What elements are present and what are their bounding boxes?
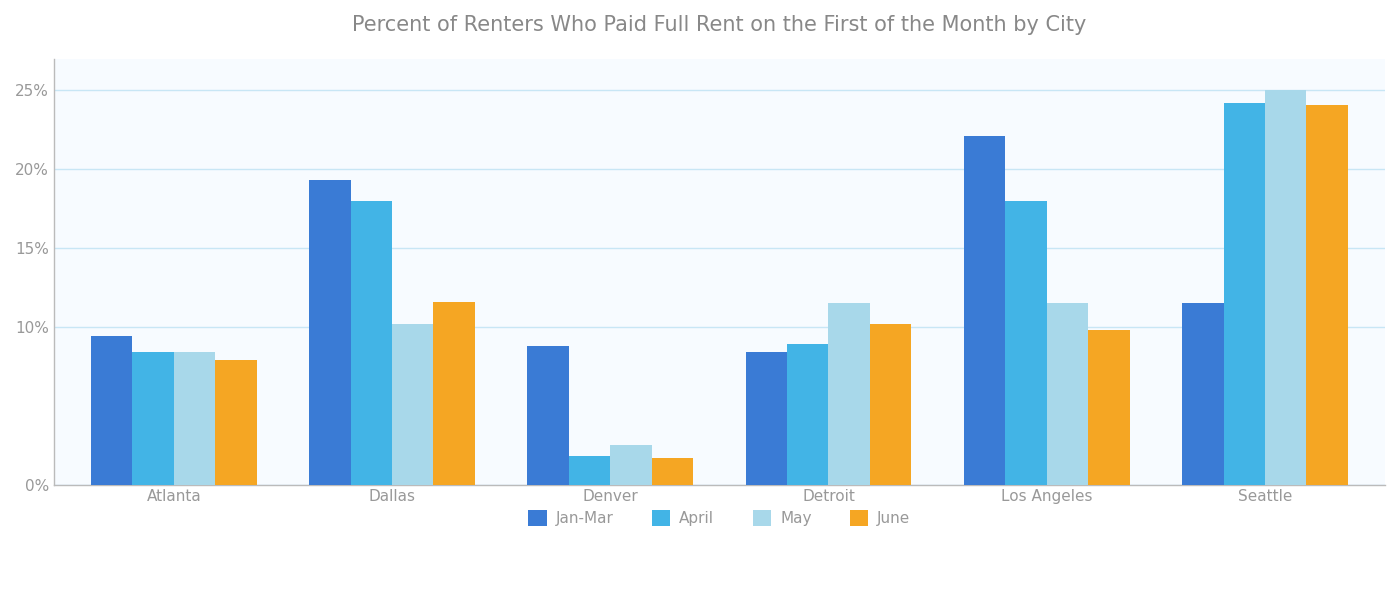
- Bar: [1306, 104, 1348, 485]
- Bar: [1224, 103, 1266, 485]
- Title: Percent of Renters Who Paid Full Rent on the First of the Month by City: Percent of Renters Who Paid Full Rent on…: [353, 15, 1086, 35]
- Bar: [1005, 201, 1047, 485]
- Bar: [434, 302, 475, 485]
- Bar: [350, 201, 392, 485]
- Bar: [829, 303, 869, 485]
- Bar: [1182, 303, 1224, 485]
- Bar: [528, 346, 568, 485]
- Bar: [787, 344, 829, 485]
- Bar: [392, 324, 434, 485]
- Bar: [174, 352, 216, 485]
- Bar: [133, 352, 174, 485]
- Bar: [568, 456, 610, 485]
- Bar: [91, 337, 133, 485]
- Bar: [1088, 330, 1130, 485]
- Bar: [216, 360, 256, 485]
- Bar: [1047, 303, 1088, 485]
- Bar: [309, 180, 350, 485]
- Bar: [746, 352, 787, 485]
- Bar: [652, 458, 693, 485]
- Bar: [963, 136, 1005, 485]
- Bar: [610, 445, 652, 485]
- Bar: [1266, 91, 1306, 485]
- Legend: Jan-Mar, April, May, June: Jan-Mar, April, May, June: [522, 504, 917, 532]
- Bar: [869, 324, 911, 485]
